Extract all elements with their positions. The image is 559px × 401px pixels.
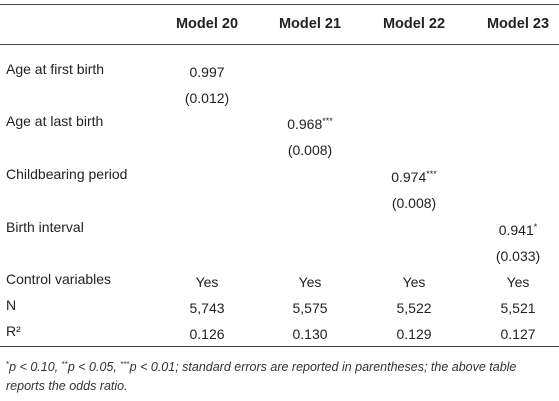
table-cell: (0.008) <box>392 187 436 213</box>
cell-value: 0.997 <box>189 64 225 80</box>
footnote-star-1: * <box>6 360 10 369</box>
cell-value: (0.033) <box>495 248 541 264</box>
table-row: Age at first birth 0.997 <box>0 56 559 82</box>
table-cell: 5,575 <box>292 292 327 318</box>
cell-value: 0.127 <box>500 326 536 342</box>
row-label: Age at first birth <box>6 61 105 77</box>
cell-value: 0.974 <box>391 169 427 185</box>
table-cell: Yes <box>299 266 322 292</box>
cell-value: (0.008) <box>287 142 333 158</box>
footnote-text-1: p < 0.10, <box>9 360 62 374</box>
row-label: R² <box>6 323 21 339</box>
table-cell: 0.129 <box>396 318 431 344</box>
cell-value: 5,522 <box>396 300 432 316</box>
row-label: Birth interval <box>6 219 84 235</box>
table-cell: Yes <box>403 266 426 292</box>
table-cell: 0.941* <box>499 214 538 240</box>
column-header-model-21: Model 21 <box>278 16 342 32</box>
table-cell: Yes <box>507 266 530 292</box>
cell-value: Yes <box>506 274 530 290</box>
cell-value: 0.941 <box>498 222 534 238</box>
row-label: Control variables <box>6 271 112 287</box>
table-cell: (0.008) <box>288 134 332 160</box>
header-row: Model 20 Model 21 Model 22 Model 23 <box>0 11 559 37</box>
cell-value: Yes <box>298 274 322 290</box>
bottom-rule <box>0 346 559 347</box>
column-header-model-20: Model 20 <box>175 16 239 32</box>
table-row: R² 0.126 0.130 0.129 0.127 <box>0 318 559 344</box>
row-label: Age at last birth <box>6 113 104 129</box>
header-rule <box>0 44 559 45</box>
significance-stars: *** <box>426 169 437 179</box>
footnote-star-3: *** <box>120 360 130 369</box>
table-row: Age at last birth 0.968*** <box>0 108 559 134</box>
cell-value: (0.008) <box>391 195 437 211</box>
significance-stars: *** <box>322 116 333 126</box>
cell-value: 5,521 <box>500 300 536 316</box>
table-cell: 0.997 <box>189 56 224 82</box>
footnote-text-3: p < 0.01; standard errors are reported i… <box>6 360 517 393</box>
column-header-model-23: Model 23 <box>486 16 550 32</box>
table-row: N 5,743 5,575 5,522 5,521 <box>0 292 559 318</box>
cell-value: Yes <box>402 274 426 290</box>
table-row: Birth interval 0.941* <box>0 214 559 240</box>
footnote-star-2: ** <box>61 360 68 369</box>
table-row: Control variables Yes Yes Yes Yes <box>0 266 559 292</box>
cell-value: 0.130 <box>292 326 328 342</box>
row-label: N <box>6 297 17 313</box>
table-cell: (0.012) <box>185 82 229 108</box>
table-cell: 5,743 <box>189 292 224 318</box>
table-cell: Yes <box>196 266 219 292</box>
row-label: Childbearing period <box>6 166 128 182</box>
table-cell: 0.126 <box>189 318 224 344</box>
table-footnote: *p < 0.10, **p < 0.05, ***p < 0.01; stan… <box>6 355 554 396</box>
cell-value: 0.968 <box>287 116 323 132</box>
cell-value: 0.129 <box>396 326 432 342</box>
table-row: (0.008) <box>0 134 559 160</box>
footnote-text-2: p < 0.05, <box>67 360 121 374</box>
table-cell: 0.127 <box>500 318 535 344</box>
column-header-model-22: Model 22 <box>382 16 446 32</box>
table-cell: (0.033) <box>496 240 540 266</box>
table-row: (0.012) <box>0 82 559 108</box>
table-row: Childbearing period 0.974*** <box>0 161 559 187</box>
table-cell: 5,522 <box>396 292 431 318</box>
cell-value: 5,743 <box>189 300 225 316</box>
table-row: (0.033) <box>0 240 559 266</box>
table-cell: 0.968*** <box>287 108 333 134</box>
cell-value: 0.126 <box>189 326 225 342</box>
table-cell: 5,521 <box>500 292 535 318</box>
cell-value: Yes <box>195 274 219 290</box>
cell-value: 5,575 <box>292 300 328 316</box>
table-cell: 0.974*** <box>391 161 437 187</box>
cell-value: (0.012) <box>184 90 230 106</box>
significance-stars: * <box>533 222 538 232</box>
table-cell: 0.130 <box>292 318 327 344</box>
table-row: (0.008) <box>0 187 559 213</box>
top-rule <box>0 4 559 5</box>
